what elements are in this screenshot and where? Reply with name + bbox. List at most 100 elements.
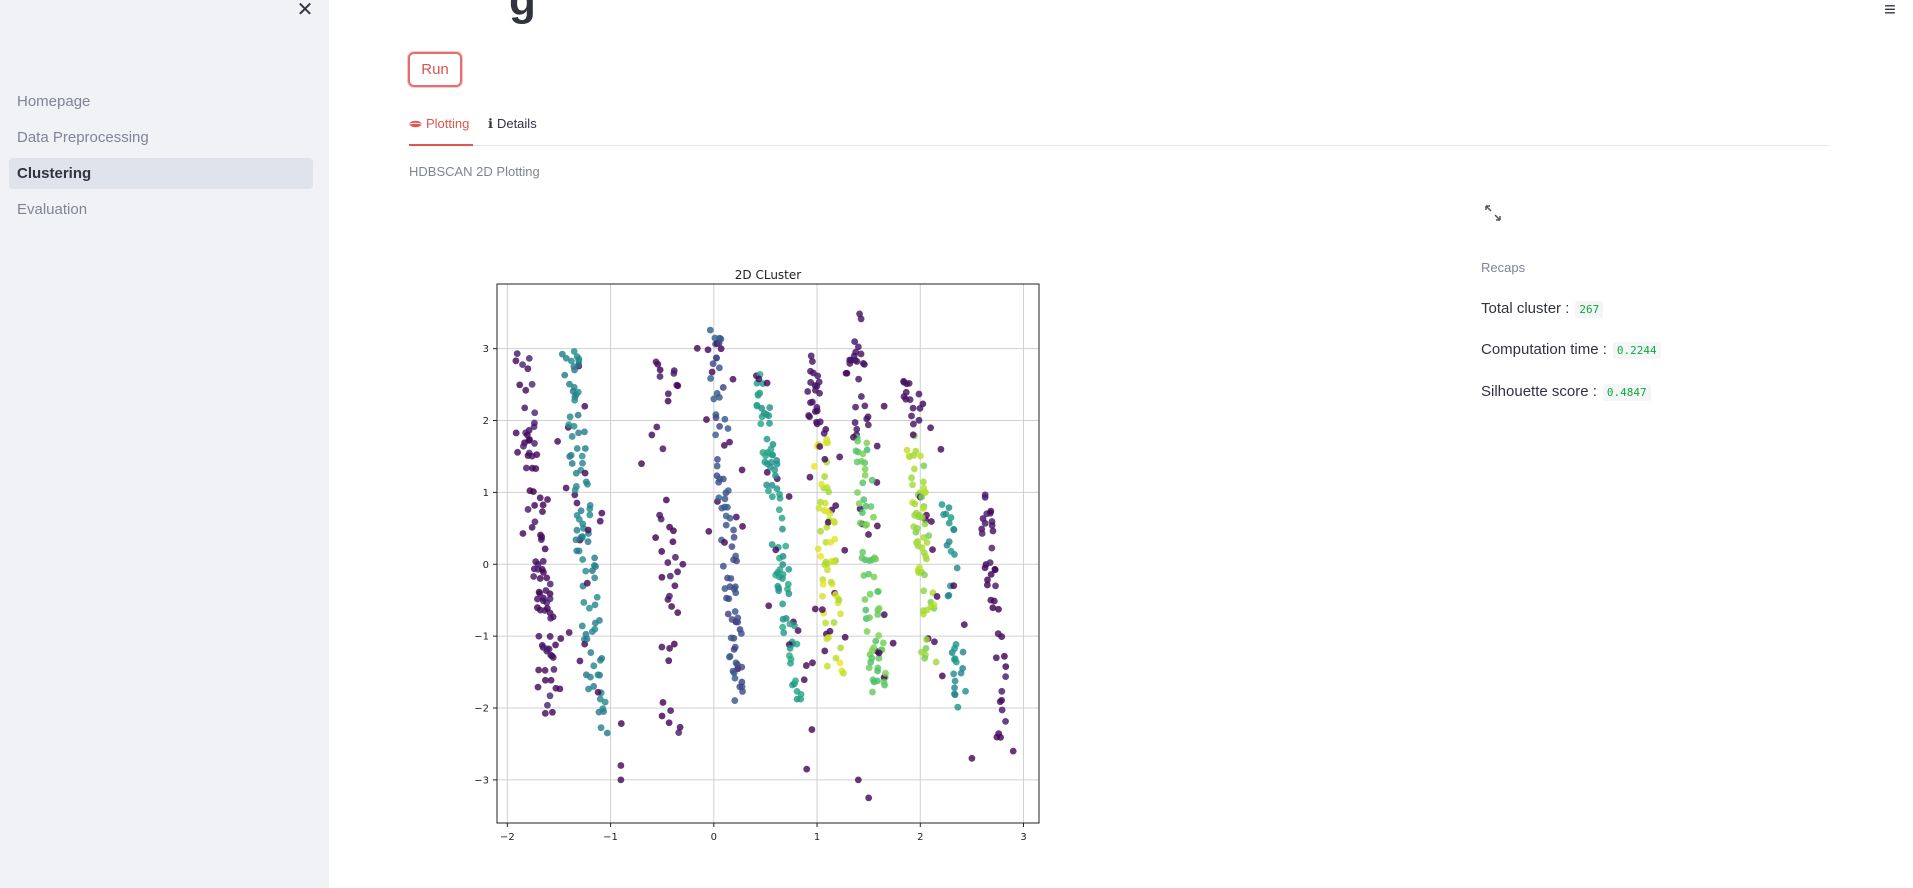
scatter-point (830, 517, 838, 525)
scatter-point (575, 355, 583, 363)
scatter-point (581, 428, 588, 436)
tab-plotting[interactable]: Plotting (409, 112, 473, 146)
scatter-point (855, 500, 863, 507)
scatter-point (568, 460, 576, 467)
scatter-point (779, 561, 787, 568)
scatter-point (841, 546, 849, 554)
scatter-point (989, 527, 997, 535)
scatter-point (873, 442, 881, 450)
tab-details[interactable]: ℹ Details (488, 112, 537, 144)
scatter-point (882, 669, 889, 677)
scatter-point (718, 504, 726, 512)
scatter-point (739, 522, 746, 530)
scatter-point (704, 346, 712, 354)
scatter-point (854, 489, 861, 496)
scatter-point (734, 618, 742, 626)
run-button[interactable]: Run (408, 52, 462, 87)
scatter-point (776, 494, 784, 502)
scatter-point (541, 666, 549, 674)
scatter-point (675, 729, 683, 736)
scatter-point (525, 354, 533, 362)
scatter-point (771, 472, 779, 479)
scatter-point (531, 501, 539, 509)
sidebar-item-homepage[interactable]: Homepage (17, 93, 91, 110)
scatter-point (861, 471, 869, 479)
scatter-point (550, 666, 558, 673)
chart-title: 2D CLuster (735, 268, 801, 282)
fullscreen-expand-icon[interactable] (1484, 204, 1502, 222)
scatter-point (585, 685, 592, 693)
scatter-point (573, 526, 581, 534)
scatter-point (875, 654, 883, 662)
scatter-point (922, 645, 930, 652)
scatter-point (546, 595, 554, 603)
scatter-point (909, 404, 917, 412)
scatter-point (763, 379, 771, 387)
sidebar-item-clustering[interactable]: Clustering (9, 158, 313, 189)
scatter-point (519, 530, 527, 537)
scatter-point (823, 566, 831, 574)
scatter-point (759, 449, 767, 456)
scatter-point (773, 485, 781, 493)
scatter-point (730, 669, 738, 677)
scatter-point (617, 720, 625, 727)
scatter-point (562, 484, 570, 492)
scatter-point (818, 606, 826, 614)
scatter-point (669, 538, 677, 546)
scatter-point (813, 382, 821, 390)
scatter-point (995, 605, 1002, 613)
scatter-point (950, 582, 958, 590)
scatter-point (828, 557, 836, 565)
y-tick-label: 3 (483, 344, 489, 355)
scatter-point (786, 620, 794, 628)
scatter-point (863, 415, 871, 423)
scatter-point (543, 605, 551, 612)
scatter-point (814, 372, 822, 380)
scatter-point-noise (937, 445, 945, 453)
scatter-point (856, 519, 864, 527)
scatter-point (775, 587, 783, 595)
scatter-point (708, 368, 716, 376)
sidebar-item-data-preprocessing[interactable]: Data Preprocessing (17, 129, 149, 146)
scatter-point (534, 604, 541, 612)
scatter-point (754, 391, 762, 398)
scatter-point (807, 399, 814, 407)
scatter-point (586, 673, 594, 681)
scatter-point (533, 451, 541, 459)
scatter-point (951, 677, 959, 685)
scatter-point (528, 523, 536, 531)
hamburger-menu-icon: ≡ (1884, 0, 1896, 21)
close-sidebar-button[interactable]: ✕ (292, 0, 318, 22)
cluster-scatter-chart: 2D CLuster −2 −1 0 1 2 3 3 2 1 0 −1 −2 −3 (474, 268, 1040, 843)
scatter-point (995, 730, 1003, 738)
scatter-point (998, 696, 1006, 704)
scatter-point (889, 639, 897, 647)
scatter-point (981, 564, 989, 572)
scatter-point (514, 448, 521, 456)
scatter-point (578, 622, 586, 630)
scatter-point (733, 557, 741, 565)
scatter-point (942, 510, 950, 518)
scatter-point (541, 545, 549, 553)
scatter-point (910, 465, 918, 473)
scatter-point (738, 678, 746, 686)
scatter-point (541, 709, 549, 717)
sidebar-item-evaluation[interactable]: Evaluation (17, 201, 88, 218)
scatter-point (920, 478, 927, 486)
scatter-point (851, 419, 859, 426)
scatter-point (879, 639, 887, 647)
scatter-point (712, 354, 720, 362)
scatter-point (552, 684, 560, 692)
scatter-point (938, 501, 946, 508)
scatter-point (865, 531, 872, 538)
metric-computation-time-value: 0.2244 (1612, 342, 1661, 359)
scatter-point (786, 652, 793, 660)
scatter-point (866, 614, 873, 622)
sidebar-nav: Homepage Data Preprocessing Clustering E… (9, 86, 313, 230)
scatter-point (874, 611, 882, 618)
scatter-point (992, 582, 999, 590)
main-menu-button[interactable]: ≡ (1876, 0, 1904, 22)
scatter-point (565, 629, 573, 636)
scatter-point (715, 494, 723, 502)
scatter-point (570, 422, 578, 430)
